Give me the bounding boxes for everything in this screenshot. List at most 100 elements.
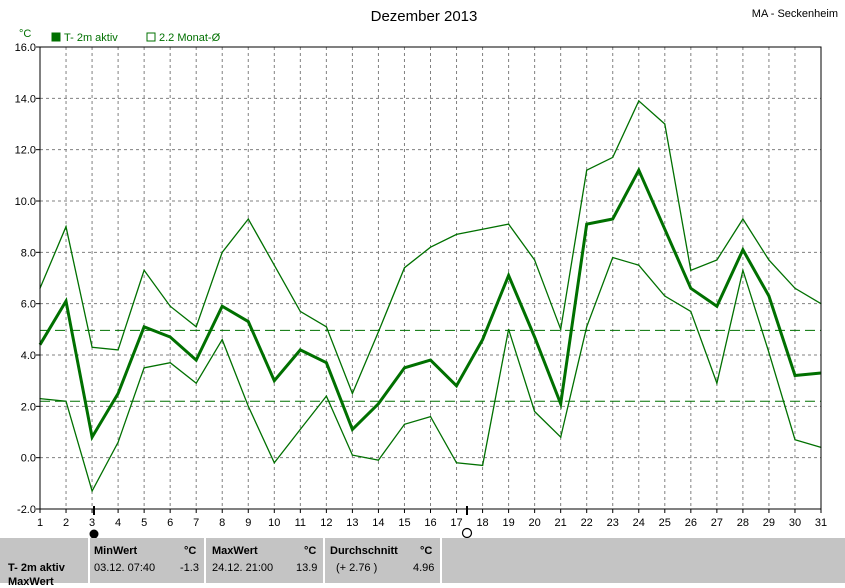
data-point [612,156,614,158]
data-point [403,367,406,369]
data-point [612,256,614,259]
data-point [403,267,406,269]
data-point [351,392,353,395]
station-name: MA - Seckenheim [752,8,838,20]
data-point [299,349,301,351]
data-point [65,300,67,302]
x-tick-label: 13 [346,517,358,529]
y-tick-label: 0.0 [21,453,36,465]
data-point [117,441,119,443]
stats-separator [323,538,325,583]
new-moon-icon [89,529,99,538]
data-point [768,295,770,297]
data-point [325,362,327,364]
y-tick-label: 12.0 [15,145,36,157]
data-point [91,490,93,492]
x-tick-label: 16 [424,517,436,529]
data-point [403,423,406,425]
data-point [455,385,458,387]
data-point [482,228,484,230]
y-tick-label: 16.0 [15,42,36,54]
data-point [221,339,223,341]
data-point [221,305,223,307]
data-point [169,362,171,364]
min-value: -1.3 [180,562,199,574]
data-point [794,287,796,289]
x-tick-label: 24 [633,517,645,529]
data-point [482,464,484,466]
data-point [429,416,432,418]
data-point [586,223,588,225]
full-moon-icon [461,527,473,538]
data-point [586,326,588,328]
data-point [508,328,510,330]
stats-separator [204,538,206,583]
data-point [325,326,327,328]
data-point [117,392,119,395]
stats-separator [88,538,90,583]
data-point [169,305,171,307]
data-point [690,269,692,271]
data-point [169,336,171,338]
stats-separator [440,538,442,583]
data-point [195,359,197,361]
data-point [429,359,432,361]
data-point [455,462,458,464]
data-point [91,346,93,348]
data-point [742,218,744,220]
data-point [247,321,249,323]
data-point [195,382,197,384]
y-tick-label: 2.0 [21,401,36,413]
data-point [612,218,614,220]
data-point [377,403,379,405]
data-point [351,428,353,430]
statistics-panel: T- 2m aktiv MaxWert MinWert °C 03.12. 07… [0,538,845,588]
x-axis: 1 2 3 4 5 6 7 8 9 10 11 12 13 14 15 16 17 18 19 20 21 22 23 24 2… [37,509,827,529]
data-point [664,228,666,230]
temperature-chart: Dezember 2013 MA - Seckenheim °C T- 2m a… [15,8,838,538]
data-point [560,328,562,330]
avg-delta: (+ 2.76 ) [336,562,378,574]
x-tick-label: 22 [581,517,593,529]
min-unit: °C [184,545,197,557]
data-point [195,326,197,328]
data-point [794,439,796,441]
data-point [560,403,562,405]
max-unit: °C [304,545,317,557]
x-tick-label: 12 [320,517,332,529]
x-tick-label: 10 [268,517,280,529]
x-tick-label: 17 [450,517,462,529]
x-tick-label: 14 [372,517,384,529]
y-tick-label: 6.0 [21,299,36,311]
data-point [65,400,67,402]
data-point [221,251,223,253]
data-point [299,428,301,430]
max-datetime: 24.12. 21:00 [212,562,274,574]
y-tick-label: 14.0 [15,93,36,105]
data-point [117,349,119,351]
data-point [273,462,275,464]
min-header: MinWert [94,545,138,557]
x-tick-label: 30 [789,517,801,529]
legend-swatch-average [146,32,156,42]
stats-row-label: T- 2m aktiv [8,562,65,574]
data-point [638,264,640,266]
x-tick-label: 20 [529,517,541,529]
data-point [508,274,510,276]
x-tick-label: 6 [167,517,173,529]
data-point [508,223,510,225]
y-axis: -2.0 0.0 2.0 4.0 6.0 8.0 10.0 12.0 14.0 16.0 [15,42,40,516]
data-point [742,269,744,271]
data-point [768,351,770,353]
x-tick-label: 23 [607,517,619,529]
y-tick-label: -2.0 [17,504,36,516]
legend-series-label: T- 2m aktiv [64,32,118,44]
x-tick-label: 4 [115,517,121,529]
x-tick-label: 19 [502,517,514,529]
data-point [351,454,353,456]
x-tick-label: 25 [659,517,671,529]
data-point [247,218,249,220]
data-point [690,287,692,289]
y-tick-label: 8.0 [21,247,36,259]
x-tick-label: 8 [219,517,225,529]
